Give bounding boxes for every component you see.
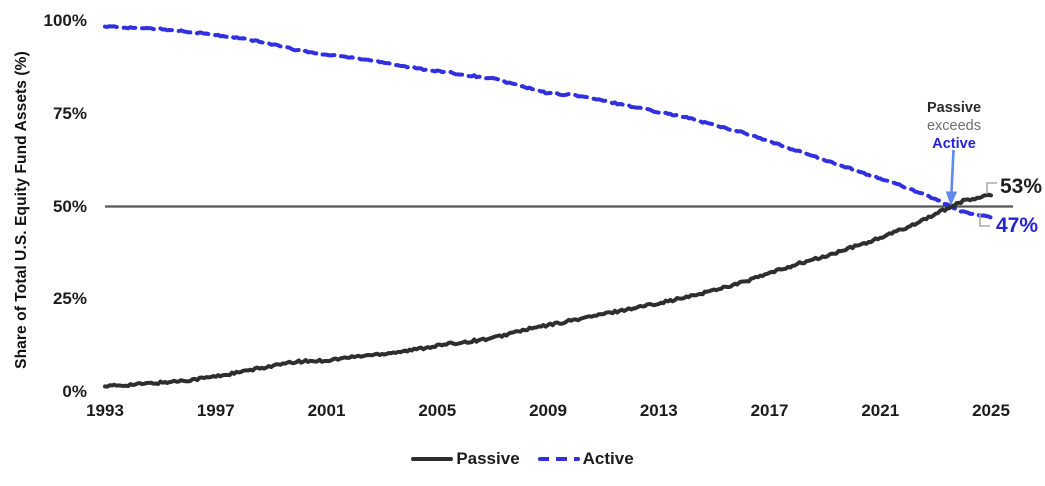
- legend-active-label: Active: [582, 449, 634, 468]
- x-tick-label: 2001: [307, 401, 346, 420]
- x-tick-label: 2009: [529, 401, 567, 420]
- x-tick-label: 1993: [86, 401, 124, 420]
- y-tick-label: 100%: [43, 11, 87, 30]
- x-tick-label: 2013: [639, 401, 678, 420]
- y-tick-label: 0%: [62, 382, 87, 401]
- annotation-arrow-shaft: [950, 149, 955, 193]
- y-tick-label: 50%: [52, 196, 87, 216]
- y-tick-label: 25%: [52, 289, 87, 309]
- annotation-active-text: Active: [932, 136, 976, 152]
- x-tick-label: 2005: [418, 401, 457, 420]
- annotation-arrow-head-icon: [945, 191, 958, 206]
- x-tick-label: 2025: [972, 401, 1010, 420]
- x-tick-label: 2017: [750, 401, 789, 420]
- legend: Passive Active: [0, 449, 1045, 469]
- active-end-value-label: 47%: [996, 214, 1039, 237]
- crossover-annotation: Passive exceeds Active: [919, 99, 989, 153]
- active-line: [103, 24, 993, 220]
- passive-line-swatch-icon: [411, 457, 454, 461]
- legend-passive-label: Passive: [456, 449, 520, 468]
- y-tick-label: 75%: [52, 103, 87, 123]
- passive-line: [103, 192, 993, 389]
- passive-end-value-label: 53%: [1000, 175, 1043, 198]
- x-tick-label: 2021: [861, 401, 900, 420]
- active-line-swatch-icon: [537, 457, 580, 461]
- active-callout-leader: [979, 213, 990, 227]
- x-tick-label: 1997: [196, 401, 235, 420]
- annotation-passive-text: Passive: [926, 100, 982, 116]
- annotation-exceeds-text: exceeds: [926, 118, 981, 134]
- passive-callout-leader: [986, 182, 997, 194]
